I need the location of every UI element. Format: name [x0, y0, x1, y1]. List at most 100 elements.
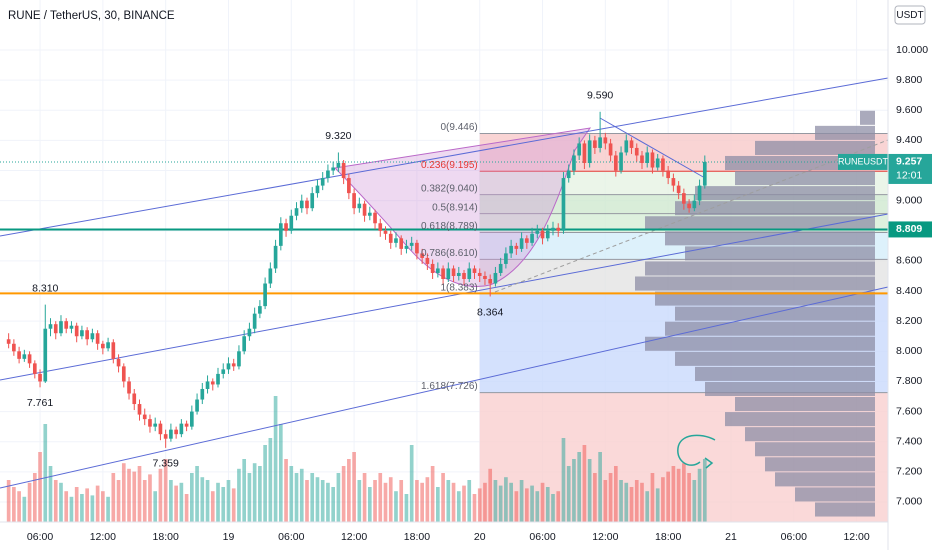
volume-bar: [394, 491, 398, 522]
volume-bar: [661, 477, 665, 522]
profile-bar: [635, 276, 875, 291]
x-tick-label: 06:00: [781, 531, 807, 543]
profile-bar: [675, 306, 875, 321]
candle-body: [12, 343, 16, 352]
candle-body: [268, 268, 273, 284]
candle-body: [231, 363, 236, 367]
volume-bar: [367, 487, 372, 522]
candle-body: [462, 272, 466, 280]
volume-bar: [12, 487, 16, 522]
candle-body: [451, 268, 456, 276]
y-tick-label: 8.200: [896, 315, 922, 327]
candle-body: [598, 137, 602, 148]
x-tick-label: 06:00: [278, 531, 304, 543]
volume-bar: [116, 480, 121, 522]
y-tick-label: 10.000: [896, 44, 928, 56]
x-tick-label: 18:00: [655, 531, 681, 543]
volume-bar: [655, 488, 660, 522]
profile-bar: [755, 140, 875, 155]
candle-body: [320, 178, 325, 186]
currency-button[interactable]: [894, 5, 926, 25]
profile-bar: [685, 246, 875, 261]
profile-bar: [645, 261, 875, 276]
volume-bar: [142, 480, 147, 522]
candle-body: [404, 245, 409, 249]
volume-bar: [106, 496, 110, 522]
candle-body: [436, 268, 440, 273]
volume-bar: [169, 480, 173, 522]
volume-bar: [420, 482, 424, 522]
candle-body: [184, 423, 189, 427]
volume-bar: [373, 480, 377, 522]
candle-body: [190, 411, 194, 427]
volume-bar: [456, 491, 461, 522]
price-label-box: [888, 221, 932, 238]
candle-body: [456, 272, 461, 276]
candle-body: [661, 158, 665, 171]
volume-bar: [289, 466, 294, 522]
x-tick-label: 06:00: [529, 531, 555, 543]
candle-body: [121, 366, 126, 382]
volume-bar: [226, 480, 231, 522]
y-tick-label: 9.400: [896, 134, 922, 146]
price-annotation: 8.310: [32, 282, 58, 294]
candle-body: [242, 336, 247, 352]
candle-body: [43, 328, 48, 382]
candle-body: [702, 161, 707, 186]
candle-body: [127, 381, 131, 394]
candle-body: [530, 233, 534, 243]
volume-bar: [17, 491, 21, 522]
candle-body: [525, 238, 529, 243]
candle-body: [69, 325, 74, 329]
volume-bar: [640, 482, 644, 522]
volume-bar: [483, 482, 487, 522]
candle-body: [388, 233, 393, 243]
volume-bar: [263, 445, 267, 522]
candle-body: [415, 242, 419, 254]
candle-body: [174, 429, 178, 435]
candle-body: [430, 263, 435, 273]
volume-bar: [252, 463, 257, 522]
candle-body: [85, 330, 89, 340]
volume-bar: [556, 491, 561, 522]
volume-bar: [587, 459, 592, 522]
volume-bar: [320, 480, 325, 522]
candle-body: [331, 167, 335, 171]
price-annotation: 8.364: [477, 306, 503, 318]
horizontal-lines: [0, 161, 888, 295]
y-tick-label: 9.800: [896, 74, 922, 86]
candle-body: [666, 170, 670, 179]
y-tick-label: 8.600: [896, 255, 922, 267]
candle-body: [289, 215, 294, 231]
symbol-label: RUNEUSDT: [838, 156, 889, 166]
x-tick-label: 18:00: [404, 531, 430, 543]
candle-body: [352, 193, 356, 209]
y-tick-label: 8.000: [896, 345, 922, 357]
volume-bar: [299, 468, 304, 522]
volume-bar: [258, 466, 262, 522]
candle-body: [509, 245, 513, 254]
candle-body: [655, 158, 660, 168]
candle-body: [493, 272, 498, 284]
volume-bar: [216, 482, 220, 522]
candle-body: [682, 193, 686, 204]
currency[interactable]: USDT: [896, 10, 923, 21]
candle-body: [367, 212, 372, 216]
profile-bar: [695, 186, 875, 201]
volume-bar: [436, 487, 440, 522]
price-annotation: 9.320: [325, 130, 351, 142]
x-tick-label: 12:00: [843, 531, 869, 543]
volume-bar: [111, 473, 116, 522]
volume-bar: [697, 468, 702, 522]
candle-body: [420, 253, 424, 258]
volume-bar: [90, 495, 95, 522]
volume-bar: [247, 473, 252, 522]
candle-body: [357, 203, 362, 209]
candle-body: [101, 343, 105, 349]
candle-body: [409, 242, 414, 246]
volume-bar: [603, 480, 608, 522]
candle-body: [572, 155, 576, 171]
profile-bar: [645, 336, 875, 351]
channel-line: [0, 77, 889, 237]
volume-bar: [629, 487, 634, 522]
